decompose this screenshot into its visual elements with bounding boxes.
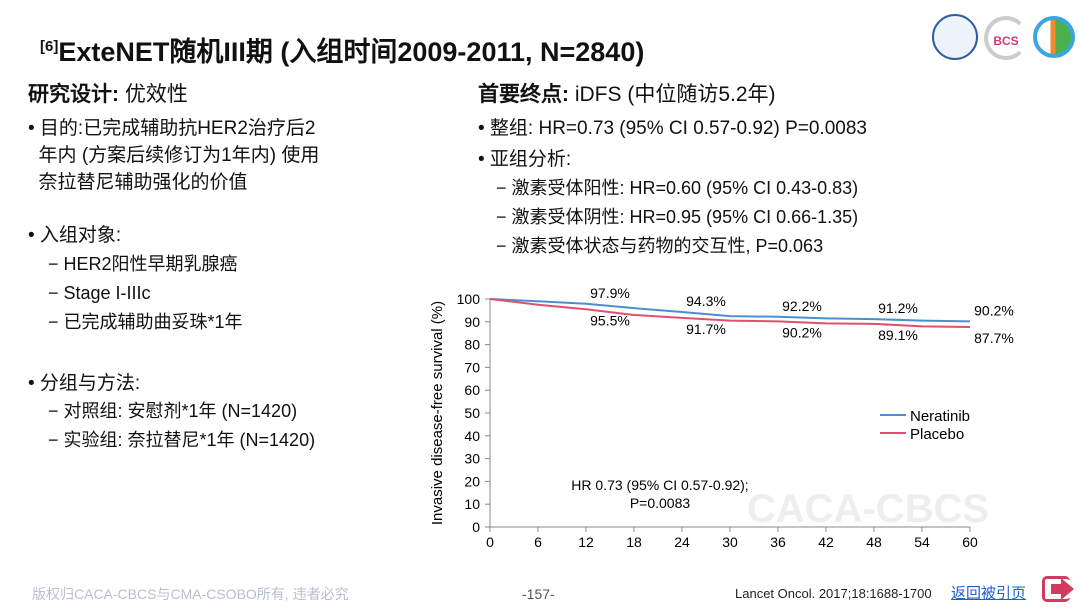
watermark: CACA-CBCS [747,487,989,531]
x-tick-label: 60 [962,534,978,550]
y-tick-label: 10 [464,496,480,512]
overall-result: • 整组: HR=0.73 (95% CI 0.57-0.92) P=0.008… [478,118,867,139]
series-placebo [489,298,971,329]
back-arrow-icon[interactable] [1042,576,1074,602]
data-label-placebo: 95.5% [590,312,630,328]
groups-list: − 对照组: 安慰剂*1年 (N=1420) − 实验组: 奈拉替尼*1年 (N… [48,401,316,450]
x-tick-label: 54 [914,534,930,550]
y-tick-label: 70 [464,359,480,375]
y-tick-label: 30 [464,451,480,467]
data-label-neratinib: 91.2% [878,300,918,316]
copyright-text: 版权归CACA-CBCS与CMA-CSOBO所有, 违者必究 [32,586,349,602]
purpose-block: • 目的:已完成辅助抗HER2治疗后2 年内 (方案后续修订为1年内) 使用 奈… [28,118,320,193]
series-neratinib [489,298,971,323]
page-number: -157- [522,586,555,602]
csco-logo [1033,16,1075,58]
subgroup-heading: • 亚组分析: [478,149,572,170]
x-tick-label: 30 [722,534,738,550]
data-label-neratinib: 92.2% [782,298,822,314]
design-heading: 研究设计: 优效性 [28,83,188,106]
groups-heading: • 分组与方法: [28,373,141,394]
data-label-neratinib: 90.2% [974,302,1014,318]
hr-text-2: P=0.0083 [630,495,691,511]
y-tick-label: 80 [464,337,480,353]
reference-text: Lancet Oncol. 2017;18:1688-1700 [735,586,932,601]
y-tick-label: 100 [457,291,481,307]
x-tick-label: 36 [770,534,786,550]
legend-neratinib: Neratinib [910,408,970,425]
back-link[interactable]: 返回被引页 [951,585,1027,602]
bcs-logo: BCS [984,16,1028,60]
subjects-heading: • 入组对象: [28,225,122,246]
y-tick-label: 20 [464,473,480,489]
y-tick-label: 90 [464,314,480,330]
hr-text-1: HR 0.73 (95% CI 0.57-0.92); [571,477,748,493]
subgroup-list: − 激素受体阳性: HR=0.60 (95% CI 0.43-0.83) − 激… [496,178,859,256]
data-label-placebo: 87.7% [974,330,1014,346]
y-tick-label: 50 [464,405,480,421]
y-tick-label: 40 [464,428,480,444]
x-tick-label: 48 [866,534,882,550]
data-label-placebo: 89.1% [878,327,918,343]
y-axis-label: Invasive disease-free survival (%) [429,301,446,525]
y-tick-label: 60 [464,382,480,398]
x-tick-label: 6 [534,534,542,550]
subjects-list: − HER2阳性早期乳腺癌 − Stage I-IIIc − 已完成辅助曲妥珠*… [48,254,243,332]
data-label-placebo: 91.7% [686,321,726,337]
x-tick-label: 42 [818,534,834,550]
data-label-placebo: 90.2% [782,324,822,340]
legend-placebo: Placebo [910,426,964,443]
slide-title: [6]ExteNET随机III期 (入组时间2009-2011, N=2840) [40,37,645,67]
x-tick-label: 12 [578,534,594,550]
x-tick-label: 18 [626,534,642,550]
x-tick-label: 0 [486,534,494,550]
data-label-neratinib: 97.9% [590,285,630,301]
caca-logo [932,14,978,60]
x-tick-label: 24 [674,534,690,550]
endpoint-heading: 首要终点: iDFS (中位随访5.2年) [478,83,776,106]
y-tick-label: 0 [472,519,480,535]
data-label-neratinib: 94.3% [686,293,726,309]
